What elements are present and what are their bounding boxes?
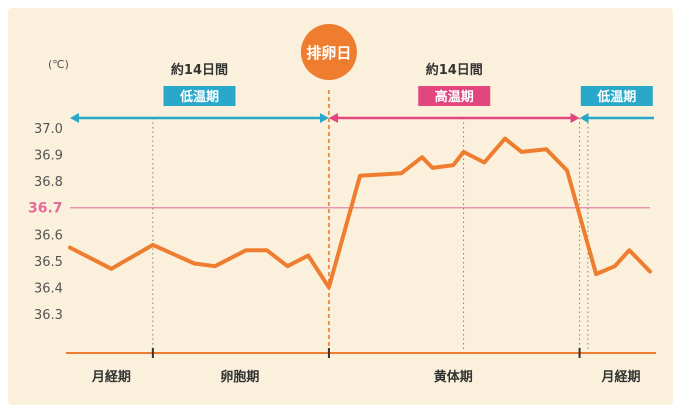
phase-badge bbox=[418, 86, 491, 106]
y-tick-label: 36.8 bbox=[34, 175, 63, 190]
x-axis: 月経期 卵胞期 黄体期 月経期 bbox=[66, 348, 656, 385]
chart-canvas: (℃) 37.0 36.9 36.8 36.7 36.6 36.5 36.4 36.3 低温期… bbox=[28, 24, 656, 385]
phase-badge-label: 高温期 bbox=[435, 89, 474, 105]
y-axis-ticks: 37.0 36.9 36.8 36.7 36.6 36.5 36.4 36.3 bbox=[28, 122, 63, 323]
x-period-label: 月経期 bbox=[91, 369, 131, 385]
phase-period-label: 約14日間 bbox=[426, 62, 483, 78]
phase-arrow-head-left bbox=[328, 113, 338, 123]
basal-body-temperature-chart: (℃) 37.0 36.9 36.8 36.7 36.6 36.5 36.4 36.3 低温期… bbox=[8, 8, 673, 405]
phase-badge bbox=[163, 86, 236, 106]
x-period-label: 月経期 bbox=[600, 369, 640, 385]
ovulation-marker: 排卵日 bbox=[300, 24, 357, 80]
y-unit-label: (℃) bbox=[48, 58, 69, 71]
y-tick-label: 36.5 bbox=[34, 255, 63, 270]
temperature-series bbox=[68, 136, 652, 290]
phase-badge bbox=[580, 86, 653, 106]
ovulation-label: 排卵日 bbox=[306, 44, 351, 62]
phase-badge-label: 低温期 bbox=[179, 89, 219, 105]
y-tick-label: 36.3 bbox=[34, 308, 63, 323]
phase-arrow-head-left bbox=[579, 113, 589, 123]
phase-badge-label: 低温期 bbox=[596, 89, 636, 105]
y-tick-label: 36.9 bbox=[34, 149, 63, 164]
y-tick-label: 36.7 bbox=[28, 201, 63, 217]
y-tick-label: 36.6 bbox=[34, 228, 63, 243]
x-period-label: 黄体期 bbox=[434, 369, 473, 385]
y-tick-label: 37.0 bbox=[34, 122, 63, 137]
phase-arrow-head-left bbox=[70, 113, 79, 123]
phase-period-label: 約14日間 bbox=[171, 62, 228, 78]
x-period-label: 卵胞期 bbox=[220, 369, 259, 385]
phase-arrow-head-right bbox=[570, 113, 580, 123]
phase-arrow-head-right bbox=[319, 113, 329, 123]
ovulation-badge bbox=[300, 24, 357, 80]
phase-divider-lines bbox=[152, 90, 589, 353]
y-tick-label: 36.4 bbox=[34, 281, 63, 296]
temperature-line bbox=[68, 136, 652, 290]
